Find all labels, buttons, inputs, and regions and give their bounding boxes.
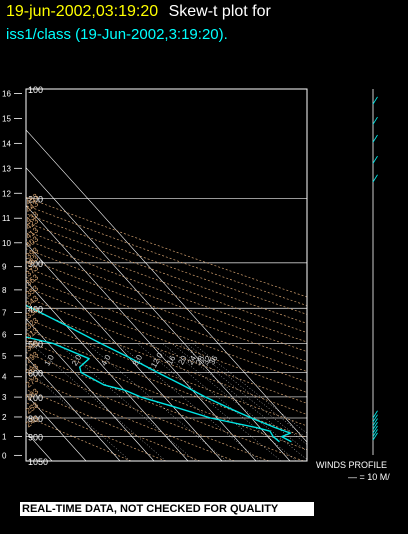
wind-barb [372,432,378,441]
dry-adiabat-line [26,205,307,306]
isotherm-line [26,167,291,461]
pressure-tick-label: 500 [28,340,43,350]
plot-title-text: Skew-t plot for [168,3,271,20]
wind-barb [372,96,378,105]
mixing-ratio-label: 16 [165,354,178,367]
mixing-ratio-line [26,368,131,461]
isotherm-line [26,242,223,461]
mixing-ratio-label: 1.0 [43,353,57,368]
dry-adiabat-line [26,307,307,415]
dry-adiabat-line [26,389,201,461]
mixing-ratio-line [86,343,227,461]
mixing-ratio-line [151,343,297,461]
pressure-tick-label: 800 [28,414,43,424]
wind-barb [372,421,378,430]
height-tick-label: 0 [2,451,7,460]
height-tick-label: 9 [2,263,7,272]
wind-barb [372,134,378,143]
dry-adiabat-line [26,213,307,315]
pressure-tick-label: 900 [28,433,43,443]
height-tick-label: 16 [2,89,11,98]
height-tick-label: 2 [2,413,7,422]
mixing-ratio-label: 12.0 [149,351,165,369]
isotherm-line [26,356,121,461]
dry-adiabat-line [26,340,307,451]
height-tick-label: 12 [2,189,11,198]
isotherm-line [26,393,87,461]
plot-title: 19-jun-2002,03:19:20 Skew-t plot for [6,2,271,22]
dry-adiabat-line [26,230,307,333]
dry-adiabat-line [26,286,307,393]
mixing-ratio-line [162,343,307,460]
isotherm-line [26,280,189,461]
dry-adiabat-line [26,257,307,362]
pressure-tick-label: 100 [28,85,43,95]
height-tick-label: 11 [2,214,11,223]
wind-barb [372,429,378,437]
plot-frame [25,88,308,462]
mixing-ratio-line [117,343,261,461]
wind-barb [372,116,378,125]
mixing-ratio-label: 4.0 [99,353,113,368]
winds-profile-label: WINDS PROFILE [316,460,388,470]
dry-adiabat-label: 293 [24,349,40,365]
height-tick-label: 10 [2,239,11,248]
height-tick-label: 3 [2,393,7,402]
pressure-tick-label: 700 [28,393,43,403]
isotherm-line [26,318,155,461]
dry-adiabat-line [26,296,307,404]
height-tick-label: 4 [2,373,7,382]
wind-barb [372,155,378,164]
height-tick-label: 1 [2,432,7,441]
isotherm-line [26,204,257,461]
height-tick-label: 6 [2,330,7,339]
wind-barb [372,174,378,183]
dry-adiabat-line [26,364,270,461]
wind-barb [372,425,378,434]
dry-adiabat-line [26,415,132,461]
dry-adiabat-line [26,276,307,383]
mixing-ratio-line [171,343,307,452]
dry-adiabat-line [26,329,307,439]
height-tick-label: 5 [2,352,7,361]
height-tick-label: 8 [2,286,7,295]
dry-adiabat-line [26,221,307,324]
quality-warning-banner: REAL-TIME DATA, NOT CHECKED FOR QUALITY [20,502,314,516]
dry-adiabat-line [26,239,307,343]
pressure-tick-label: 1050 [28,457,48,467]
dry-adiabat-line [26,267,307,372]
dry-adiabat-line [26,402,166,461]
dewpoint-trace [26,336,280,443]
height-tick-label: 7 [2,308,7,317]
pressure-tick-label: 400 [28,304,43,314]
mixing-ratio-line [57,343,196,461]
temperature-trace [26,304,292,443]
wind-barb [372,418,378,426]
pressure-tick-label: 300 [28,259,43,269]
wind-barb [372,410,378,419]
plot-subtitle: iss1/class (19-Jun-2002,3:19:20). [6,26,228,43]
mixing-ratio-line [137,343,282,461]
pressure-tick-label: 600 [28,368,43,378]
dry-adiabat-line [26,196,307,298]
dry-adiabat-line [26,248,307,352]
wind-barb [372,414,378,423]
height-tick-label: 13 [2,164,11,173]
dry-adiabat-line [26,318,307,427]
plot-date: 19-jun-2002,03:19:20 [6,3,159,20]
height-tick-label: 15 [2,114,11,123]
height-tick-label: 14 [2,139,11,148]
isotherm-line [26,129,307,443]
winds-scale-label: — = 10 M/ [348,472,390,482]
pressure-tick-label: 200 [28,195,43,205]
